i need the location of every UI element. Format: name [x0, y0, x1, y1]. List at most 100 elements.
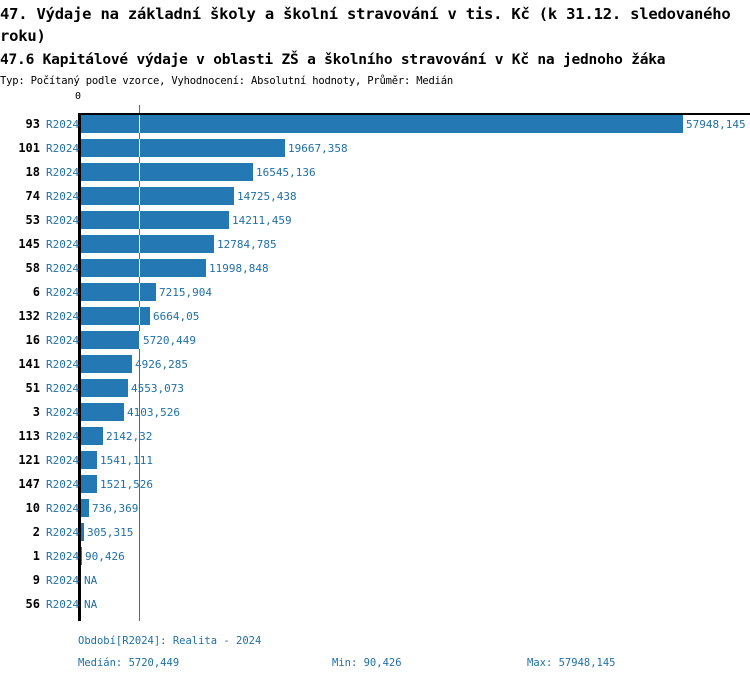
- row-period-label: R2024: [46, 238, 80, 251]
- chart-row[interactable]: 51 R2024 4553,073: [0, 378, 750, 402]
- chart-meta-line: Typ: Počítaný podle vzorce, Vyhodnocení:…: [0, 75, 453, 87]
- chart-row[interactable]: 101 R2024 19667,358: [0, 138, 750, 162]
- gridline-gap: [139, 139, 140, 157]
- row-id-label: 51: [25, 381, 40, 395]
- row-period-label: R2024: [46, 454, 80, 467]
- vertical-gridline: [139, 115, 140, 621]
- bar-value-label: 14725,438: [237, 190, 297, 203]
- row-id-label: 113: [18, 429, 40, 443]
- row-id-label: 74: [25, 189, 40, 203]
- bar-value-label: 1541,111: [100, 454, 153, 467]
- axis-vertical-line: [78, 113, 81, 621]
- value-bar[interactable]: [81, 499, 89, 517]
- value-bar[interactable]: [81, 139, 285, 157]
- row-period-label: R2024: [46, 550, 80, 563]
- value-bar[interactable]: [81, 355, 132, 373]
- row-id-label: 3: [32, 405, 40, 419]
- chart-row[interactable]: 145 R2024 12784,785: [0, 234, 750, 258]
- value-bar[interactable]: [81, 115, 683, 133]
- row-period-label: R2024: [46, 334, 80, 347]
- row-period-label: R2024: [46, 382, 80, 395]
- bar-value-label: 5720,449: [143, 334, 196, 347]
- stat-min: Min: 90,426: [332, 657, 402, 669]
- chart-row[interactable]: 2 R2024 305,315: [0, 522, 750, 546]
- stat-max: Max: 57948,145: [527, 657, 616, 669]
- value-bar[interactable]: [81, 379, 128, 397]
- chart-subtitle: 47.6 Kapitálové výdaje v oblasti ZŠ a šk…: [0, 52, 666, 68]
- value-bar[interactable]: [81, 331, 140, 349]
- value-bar[interactable]: [81, 307, 150, 325]
- bar-value-label: 4926,285: [135, 358, 188, 371]
- row-period-label: R2024: [46, 478, 80, 491]
- bar-value-label: 736,369: [92, 502, 139, 515]
- row-id-label: 145: [18, 237, 40, 251]
- bar-value-label: 16545,136: [256, 166, 316, 179]
- value-bar[interactable]: [81, 187, 234, 205]
- bar-value-label: 14211,459: [232, 214, 292, 227]
- bar-value-label: 19667,358: [288, 142, 348, 155]
- row-id-label: 1: [32, 549, 40, 563]
- chart-row[interactable]: 1 R2024 90,426: [0, 546, 750, 570]
- chart-row[interactable]: 16 R2024 5720,449: [0, 330, 750, 354]
- row-period-label: R2024: [46, 406, 80, 419]
- gridline-gap: [139, 211, 140, 229]
- row-period-label: R2024: [46, 142, 80, 155]
- bar-value-label: 11998,848: [209, 262, 269, 275]
- chart-row[interactable]: 10 R2024 736,369: [0, 498, 750, 522]
- bar-value-label: 1521,526: [100, 478, 153, 491]
- gridline-gap: [139, 283, 140, 301]
- bar-value-label: 4103,526: [127, 406, 180, 419]
- chart-row[interactable]: 74 R2024 14725,438: [0, 186, 750, 210]
- chart-header: 47. Výdaje na základní školy a školní st…: [0, 0, 750, 89]
- row-id-label: 58: [25, 261, 40, 275]
- chart-row[interactable]: 3 R2024 4103,526: [0, 402, 750, 426]
- bar-value-label: NA: [84, 574, 98, 587]
- chart-row[interactable]: 113 R2024 2142,32: [0, 426, 750, 450]
- value-bar[interactable]: [81, 163, 253, 181]
- row-id-label: 9: [32, 573, 40, 587]
- value-bar[interactable]: [81, 451, 97, 469]
- value-bar[interactable]: [81, 475, 97, 493]
- gridline-gap: [139, 259, 140, 277]
- row-period-label: R2024: [46, 118, 80, 131]
- chart-row[interactable]: 93 R2024 57948,145: [0, 114, 750, 138]
- chart-row[interactable]: 53 R2024 14211,459: [0, 210, 750, 234]
- chart-row[interactable]: 121 R2024 1541,111: [0, 450, 750, 474]
- bar-value-label: 57948,145: [686, 118, 746, 131]
- value-bar[interactable]: [81, 523, 84, 541]
- axis-origin-label: 0: [75, 91, 82, 102]
- chart-row[interactable]: 6 R2024 7215,904: [0, 282, 750, 306]
- chart-row[interactable]: 9 R2024 NA: [0, 570, 750, 594]
- row-id-label: 10: [25, 501, 40, 515]
- chart-row[interactable]: 58 R2024 11998,848: [0, 258, 750, 282]
- value-bar[interactable]: [81, 427, 103, 445]
- row-period-label: R2024: [46, 358, 80, 371]
- value-bar[interactable]: [81, 259, 206, 277]
- bar-value-label: 6664,05: [153, 310, 200, 323]
- page-title: 47. Výdaje na základní školy a školní st…: [0, 5, 731, 45]
- axis-top-tick: [139, 105, 140, 113]
- gridline-gap: [139, 331, 140, 349]
- row-period-label: R2024: [46, 598, 80, 611]
- chart-row[interactable]: 56 R2024 NA: [0, 594, 750, 618]
- row-id-label: 2: [32, 525, 40, 539]
- value-bar[interactable]: [81, 547, 82, 565]
- row-id-label: 56: [25, 597, 40, 611]
- chart-row[interactable]: 18 R2024 16545,136: [0, 162, 750, 186]
- row-period-label: R2024: [46, 430, 80, 443]
- row-id-label: 16: [25, 333, 40, 347]
- row-id-label: 53: [25, 213, 40, 227]
- gridline-gap: [139, 163, 140, 181]
- gridline-gap: [139, 307, 140, 325]
- chart-row[interactable]: 132 R2024 6664,05: [0, 306, 750, 330]
- chart-row[interactable]: 141 R2024 4926,285: [0, 354, 750, 378]
- value-bar[interactable]: [81, 235, 214, 253]
- gridline-gap: [139, 187, 140, 205]
- value-bar[interactable]: [81, 403, 124, 421]
- value-bar[interactable]: [81, 211, 229, 229]
- row-period-label: R2024: [46, 286, 80, 299]
- bar-value-label: 2142,32: [106, 430, 153, 443]
- chart-row[interactable]: 147 R2024 1521,526: [0, 474, 750, 498]
- row-period-label: R2024: [46, 214, 80, 227]
- value-bar[interactable]: [81, 283, 156, 301]
